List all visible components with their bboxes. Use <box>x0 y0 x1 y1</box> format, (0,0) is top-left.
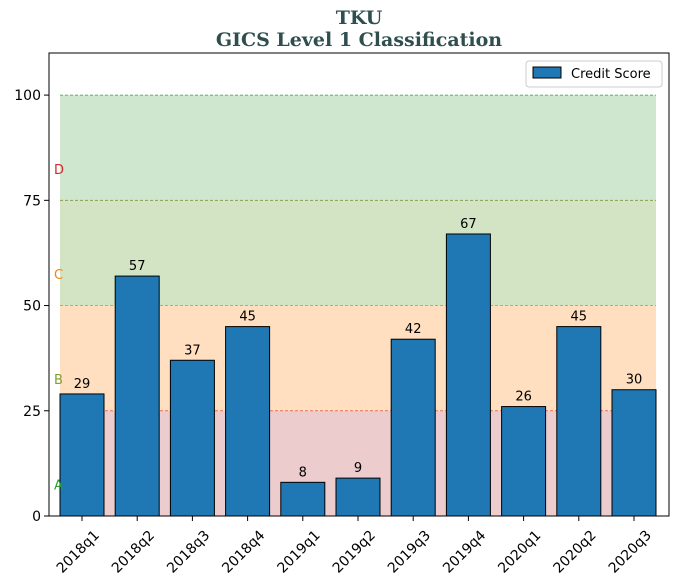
x-tick-label: 2018q3 <box>164 528 213 577</box>
band-label-d: D <box>54 163 64 178</box>
band-label-a: A <box>54 478 63 493</box>
chart-title: TKU <box>336 7 383 29</box>
x-tick-label: 2019q2 <box>330 528 379 577</box>
bar-2020q3 <box>611 389 657 517</box>
y-tick-label: 75 <box>23 193 41 209</box>
x-tick-label: 2019q1 <box>275 528 324 577</box>
band-label-c: C <box>54 268 63 283</box>
chart-subtitle: GICS Level 1 Classification <box>216 29 502 51</box>
y-tick-label: 100 <box>14 88 41 104</box>
bar-2018q2 <box>114 275 160 517</box>
bar-2019q3 <box>390 338 436 517</box>
bar-2018q3 <box>169 359 215 517</box>
bar-value-label: 8 <box>299 465 307 480</box>
y-tick-label: 0 <box>32 509 41 525</box>
legend: Credit Score <box>525 60 663 88</box>
labels: A B C D 29 57 37 45 8 9 42 67 26 45 30 <box>54 163 642 494</box>
bar-value-label: 26 <box>515 390 532 405</box>
bar-value-label: 30 <box>626 373 643 388</box>
bars <box>59 233 657 517</box>
bar-2019q2 <box>335 477 381 517</box>
x-tick-label: 2018q4 <box>219 527 268 576</box>
x-tick-label: 2020q3 <box>606 528 655 577</box>
bar-value-label: 42 <box>405 322 422 337</box>
bar-value-label: 29 <box>74 377 91 392</box>
bar-value-label: 45 <box>239 310 256 325</box>
bar-value-label: 67 <box>460 217 477 232</box>
x-tick-label: 2020q2 <box>551 528 600 577</box>
bar-value-label: 37 <box>184 343 201 358</box>
x-tick-label: 2019q4 <box>440 527 489 576</box>
x-tick-label: 2020q1 <box>495 528 544 577</box>
bar-value-label: 45 <box>571 310 588 325</box>
bar-2019q1 <box>280 481 326 517</box>
bar-value-label: 9 <box>354 461 362 476</box>
band-label-b: B <box>54 373 63 388</box>
legend-label: Credit Score <box>571 67 651 82</box>
bar-2018q4 <box>225 326 271 517</box>
plot-frame <box>48 52 670 517</box>
y-tick-label: 25 <box>23 404 41 420</box>
x-tick-label: 2018q1 <box>54 528 103 577</box>
x-tick-label: 2018q2 <box>109 528 158 577</box>
x-tick-label: 2019q3 <box>385 528 434 577</box>
y-tick-label: 50 <box>23 299 41 315</box>
bar-2020q2 <box>556 326 602 517</box>
bar-2019q4 <box>445 233 491 517</box>
band-d <box>60 95 656 201</box>
legend-swatch <box>532 66 562 79</box>
bar-2020q1 <box>501 406 547 517</box>
bar-2018q1 <box>59 393 105 517</box>
bar-value-label: 57 <box>129 259 146 274</box>
